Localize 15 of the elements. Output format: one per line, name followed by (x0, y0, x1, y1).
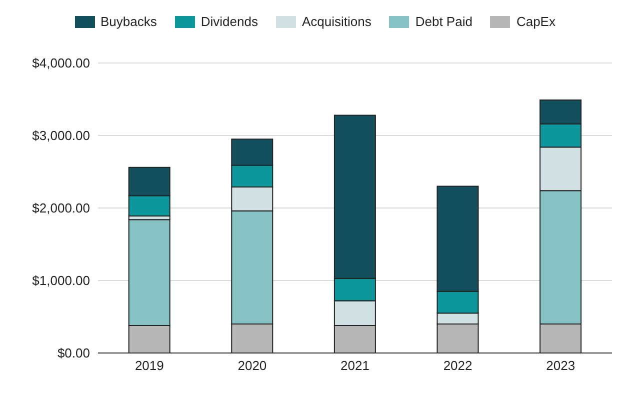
x-tick-label: 2019 (134, 358, 164, 374)
legend-label: Debt Paid (415, 14, 472, 29)
x-tick-label: 2023 (546, 358, 576, 374)
legend-label: Dividends (200, 14, 258, 29)
legend-label: CapEx (516, 14, 556, 29)
legend-label: Buybacks (100, 14, 157, 29)
y-tick-label: $0.00 (57, 346, 90, 361)
y-tick-label: $2,000.00 (32, 200, 90, 216)
y-tick-label: $4,000.00 (32, 56, 90, 71)
x-tick-label: 2020 (238, 358, 267, 374)
y-tick-label: $3,000.00 (32, 128, 90, 144)
y-tick-label: $1,000.00 (32, 273, 90, 288)
x-tick-label: 2021 (340, 358, 370, 374)
legend-label: Acquisitions (302, 14, 372, 29)
x-tick-label: 2022 (443, 358, 472, 374)
